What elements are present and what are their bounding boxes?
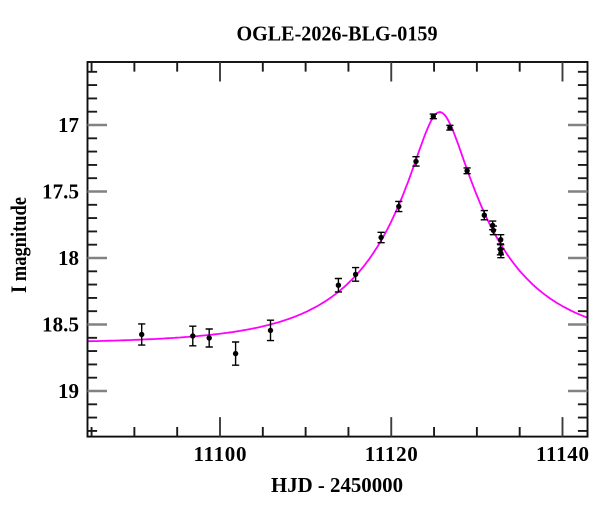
svg-text:19: 19 <box>58 379 79 403</box>
svg-text:OGLE-2026-BLG-0159: OGLE-2026-BLG-0159 <box>237 22 438 46</box>
svg-text:18.5: 18.5 <box>42 312 79 336</box>
svg-text:HJD - 2450000: HJD - 2450000 <box>271 473 403 497</box>
svg-text:17.5: 17.5 <box>42 179 79 203</box>
svg-text:11100: 11100 <box>194 442 247 466</box>
svg-text:11120: 11120 <box>365 442 418 466</box>
svg-text:18: 18 <box>58 246 79 270</box>
svg-text:I magnitude: I magnitude <box>6 197 31 293</box>
svg-text:17: 17 <box>58 113 79 137</box>
svg-text:11140: 11140 <box>536 442 589 466</box>
